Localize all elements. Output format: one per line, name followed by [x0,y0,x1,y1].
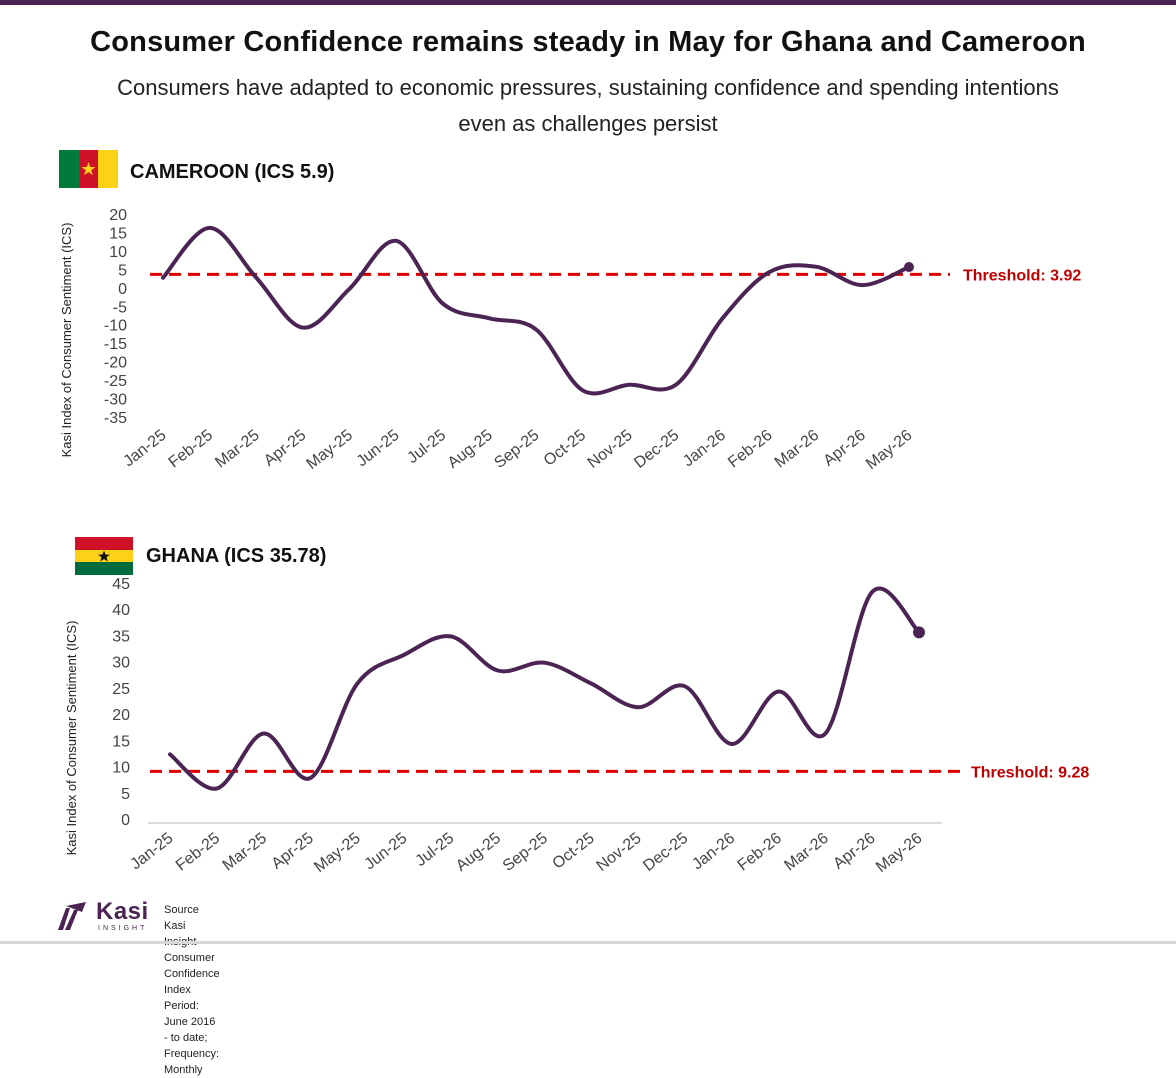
cameroon-x-tick: Feb-26 [725,427,775,472]
bottom-rule [0,941,1176,944]
ghana-x-tick: Apr-25 [269,830,317,873]
cameroon-x-tick: Jul-25 [404,427,449,467]
ghana-x-tick: May-25 [311,830,364,876]
cameroon-x-tick: Aug-25 [445,427,496,472]
cameroon-x-tick: Feb-25 [166,427,216,472]
cameroon-y-tick: 15 [109,225,127,242]
ghana-y-tick: 0 [121,812,130,829]
cameroon-y-tick: -20 [104,355,127,372]
ghana-x-tick: Feb-25 [173,830,223,875]
ghana-threshold-label: Threshold: 9.28 [971,764,1089,781]
ghana-y-ticks: 45 40 35 30 25 20 15 10 5 0 [112,576,130,829]
cameroon-x-tick: May-26 [863,427,916,473]
cameroon-y-tick: 10 [109,244,127,261]
ghana-last-point [913,626,925,639]
source-note: Source Kasi Insight Consumer Confidence … [164,902,220,1078]
cameroon-y-tick: 0 [118,281,127,298]
ghana-x-tick: Jan-25 [127,830,176,874]
source-line-1: Source Kasi Insight Consumer Confidence … [164,904,220,996]
ghana-y-tick: 30 [112,655,130,672]
subtitle-line-2: even as challenges persist [458,111,718,136]
cameroon-y-tick: -10 [104,318,127,335]
cameroon-x-tick: Nov-25 [585,427,636,472]
ghana-flag [75,537,133,575]
page-subtitle: Consumers have adapted to economic press… [0,70,1176,142]
cameroon-x-tick: Oct-25 [541,427,589,470]
cameroon-flag [59,150,118,188]
ghana-x-tick: Oct-25 [549,830,597,873]
cameroon-x-tick: May-25 [303,427,356,473]
ghana-country-label: GHANA (ICS 35.78) [146,545,326,567]
cameroon-y-tick: -5 [113,299,127,316]
cameroon-y-axis-label: Kasi Index of Consumer Sentiment (ICS) [59,223,74,458]
ghana-chart: GHANA (ICS 35.78) Kasi Index of Consumer… [64,537,1089,876]
cameroon-x-tick: Dec-25 [631,427,682,472]
page-title: Consumer Confidence remains steady in Ma… [90,26,1086,58]
ghana-y-tick: 40 [112,602,130,619]
cameroon-y-tick: 5 [118,262,127,279]
ghana-x-tick: Jan-26 [689,830,738,874]
ghana-x-tick: Nov-25 [593,830,644,875]
ghana-y-tick: 15 [112,733,130,750]
top-accent-rule [0,0,1176,5]
ghana-x-tick: Feb-26 [735,830,785,875]
cameroon-y-tick: -35 [104,410,127,427]
subtitle-line-1: Consumers have adapted to economic press… [117,75,1059,100]
ghana-y-tick: 25 [112,681,130,698]
ghana-y-axis-label: Kasi Index of Consumer Sentiment (ICS) [64,621,79,856]
cameroon-x-tick: Mar-25 [212,427,262,472]
cameroon-x-tick: Mar-26 [772,427,822,472]
cameroon-last-point [904,262,914,273]
ghana-x-tick: Mar-26 [781,830,831,875]
ghana-y-tick: 5 [121,786,130,803]
ghana-y-tick: 35 [112,628,130,645]
cameroon-x-tick: Jun-25 [354,427,403,471]
cameroon-chart: CAMEROON (ICS 5.9) Kasi Index of Consume… [59,150,1081,473]
cameroon-x-tick: Apr-26 [821,427,869,470]
ghana-x-tick: Jun-25 [362,830,411,874]
ghana-x-tick: May-26 [873,830,926,876]
ghana-y-tick: 45 [112,576,130,593]
kasi-logo-subtext: INSIGHT [98,925,148,932]
cameroon-threshold-label: Threshold: 3.92 [963,267,1081,284]
cameroon-x-tick: Jan-26 [680,427,729,471]
kasi-logo-icon [58,902,86,930]
cameroon-series-line [161,225,911,396]
cameroon-x-tick: Jan-25 [120,427,169,471]
ghana-series-line [168,586,921,791]
ghana-x-tick: Sep-25 [500,830,551,875]
source-line-2: Period: June 2016 - to date; Frequency: … [164,1000,220,1076]
cameroon-y-tick: 20 [109,207,127,224]
ghana-x-tick: Jul-25 [413,830,458,870]
ghana-x-tick: Dec-25 [640,830,691,875]
cameroon-y-tick: -30 [104,392,127,409]
cameroon-y-tick: -15 [104,336,127,353]
cameroon-x-tick: Sep-25 [491,427,542,472]
ghana-y-tick: 20 [112,707,130,724]
cameroon-country-label: CAMEROON (ICS 5.9) [130,161,334,183]
cameroon-x-tick: Apr-25 [261,427,309,470]
ghana-y-tick: 10 [112,760,130,777]
ghana-x-tick: Apr-26 [830,830,878,873]
ghana-x-tick: Aug-25 [453,830,504,875]
ghana-x-tick: Mar-25 [220,830,270,875]
kasi-logo-text: Kasi [96,898,149,925]
cameroon-y-tick: -25 [104,373,127,390]
